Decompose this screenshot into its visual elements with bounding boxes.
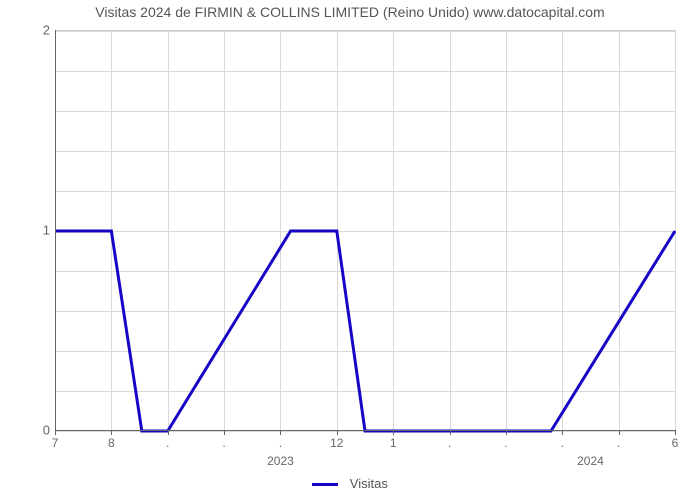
x-tick bbox=[224, 430, 225, 435]
x-tick bbox=[280, 430, 281, 435]
gridline-v bbox=[675, 31, 676, 431]
y-tick-label: 2 bbox=[30, 23, 50, 38]
visits-chart: Visitas 2024 de FIRMIN & COLLINS LIMITED… bbox=[0, 0, 700, 500]
x-tick bbox=[393, 430, 394, 435]
x-tick bbox=[562, 430, 563, 435]
x-tick bbox=[168, 430, 169, 435]
chart-title: Visitas 2024 de FIRMIN & COLLINS LIMITED… bbox=[0, 4, 700, 20]
x-tick bbox=[111, 430, 112, 435]
x-tick-minor: . bbox=[504, 436, 507, 450]
x-tick-minor: . bbox=[617, 436, 620, 450]
legend: Visitas bbox=[0, 476, 700, 491]
y-axis bbox=[55, 30, 56, 430]
data-line bbox=[55, 31, 675, 431]
x-tick-label: 7 bbox=[52, 436, 59, 450]
x-tick-minor: . bbox=[561, 436, 564, 450]
x-year-label: 2024 bbox=[577, 454, 604, 468]
x-tick bbox=[450, 430, 451, 435]
x-axis bbox=[55, 430, 675, 431]
x-tick-minor: . bbox=[448, 436, 451, 450]
y-tick-label: 1 bbox=[30, 223, 50, 238]
x-tick bbox=[337, 430, 338, 435]
x-tick-label: 1 bbox=[390, 436, 397, 450]
x-tick-label: 6 bbox=[672, 436, 679, 450]
legend-swatch bbox=[312, 483, 338, 486]
x-tick bbox=[619, 430, 620, 435]
x-year-label: 2023 bbox=[267, 454, 294, 468]
x-tick bbox=[55, 430, 56, 435]
x-tick bbox=[506, 430, 507, 435]
x-tick bbox=[675, 430, 676, 435]
y-tick-label: 0 bbox=[30, 423, 50, 438]
legend-label: Visitas bbox=[350, 476, 388, 491]
x-tick-minor: . bbox=[222, 436, 225, 450]
x-tick-minor: . bbox=[279, 436, 282, 450]
x-tick-minor: . bbox=[166, 436, 169, 450]
plot-area bbox=[55, 30, 676, 431]
x-tick-label: 8 bbox=[108, 436, 115, 450]
x-tick-label: 12 bbox=[330, 436, 343, 450]
